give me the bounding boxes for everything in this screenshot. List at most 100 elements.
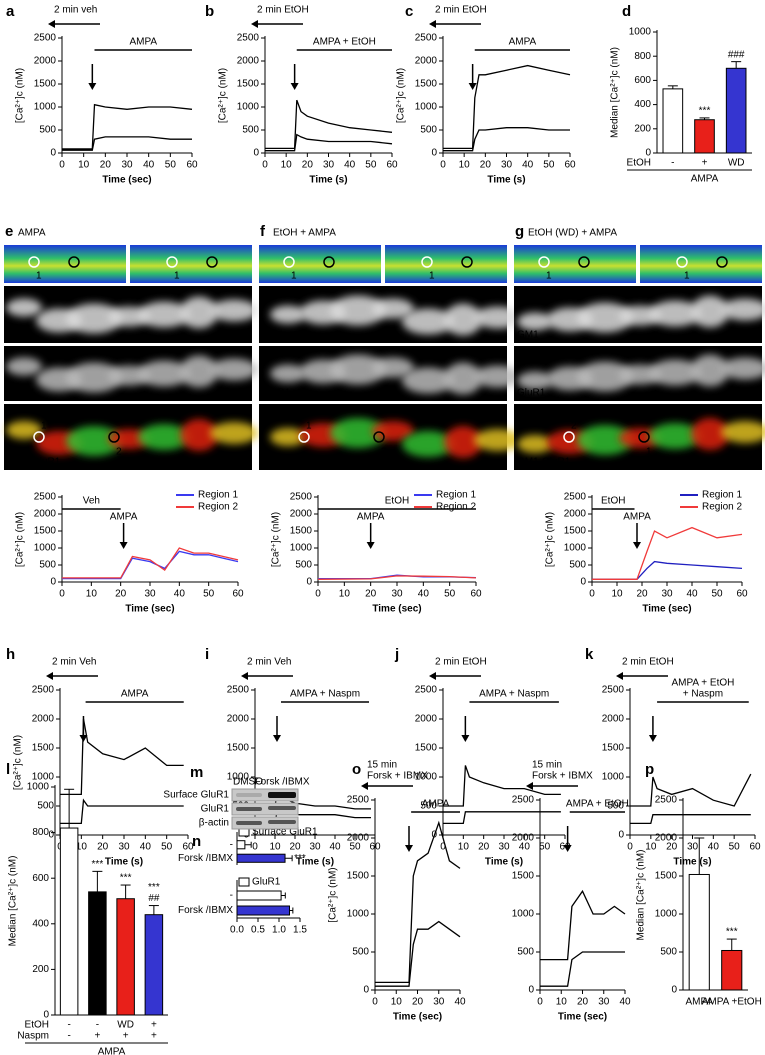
y-tick-label: 500 [660,947,677,958]
y-tick-label: 500 [242,125,259,136]
micrograph-blob [691,354,729,387]
y-tick-label: 2000 [415,56,438,67]
micrograph-blob [210,299,258,322]
pre-label: Forsk + IBMX [367,771,428,782]
micrograph-blob [517,435,553,453]
y-tick-label: 500 [295,560,312,571]
micrograph-blob [66,426,122,456]
x-tick-label: 60 [232,589,244,600]
y-tick-label: 500 [420,125,437,136]
micrograph-blob [444,426,482,458]
y-tick-label: 500 [39,560,56,571]
micrograph-blob [6,421,42,439]
micrograph-blob [6,298,42,317]
stain-label: GM1 [517,457,539,468]
stimulus-arrow-head [648,735,657,742]
significance: *** [294,853,306,864]
pre-label: 2 min EtOH [622,657,674,668]
image-title: EtOH + AMPA [273,228,336,239]
y-tick-label: 2000 [237,56,260,67]
stimulus-label: EtOH [601,496,625,507]
legend-swatch [238,877,250,887]
y-tick-label: 1000 [415,102,438,113]
y-tick-label: 400 [32,918,49,929]
y-tick-label: 2500 [602,685,625,696]
bar [236,905,290,916]
panel-letter: f [260,223,266,240]
x-tick-label: 30 [144,589,156,600]
y-tick-label: 200 [634,123,651,134]
y-tick-label: 1000 [512,909,535,920]
stain-label: GluR1 [287,457,316,468]
stimulus-arrow-head [273,735,281,742]
significance: ## [148,893,160,904]
micrograph-blob [721,298,765,321]
region-circle [298,431,310,443]
micrograph-blob [721,357,765,380]
x-tick-label: 10 [459,160,471,171]
region-circle [283,256,295,268]
region-label: 2 [571,421,577,432]
y-axis-label: [Ca²⁺]c (nM) [13,735,24,790]
trace [443,64,571,150]
panel-letter: o [352,761,361,778]
x-axis-label: Time (sec) [125,604,174,615]
micrograph-blob [138,360,190,387]
x-tick-label: 60 [386,160,398,171]
significance: *** [120,873,132,884]
y-tick-label: 0 [50,148,56,159]
calcium-image [4,245,126,283]
y-tick-label: 0 [431,148,437,159]
region-label: 2 [381,447,387,458]
group-label: AMPA [691,174,719,185]
stimulus-arrow-head [633,542,641,549]
trace [62,547,239,579]
x-tick-label: 30 [121,160,133,171]
trace [62,136,192,151]
legend-label: Region 2 [436,502,476,513]
calcium-image [385,245,507,283]
y-tick-label: 0 [528,985,534,996]
x-tick-label: 0 [627,842,633,853]
row-value: + [151,1020,157,1031]
row-label: EtOH [25,1020,49,1031]
region-circle [563,431,575,443]
micrograph-blob [691,295,729,328]
stimulus-label: AMPA [129,37,157,48]
y-tick-label: 2000 [347,833,370,844]
x-tick-label: 0 [537,997,543,1008]
x-tick-label: 10 [281,160,293,171]
significance: *** [148,882,160,893]
x-tick-label: 20 [100,160,112,171]
pre-arrow-head [429,672,436,680]
image-title: EtOH (WD) + AMPA [528,228,617,239]
stain-label: GM1 [517,330,539,341]
blot-column: DMSO [233,777,263,788]
y-tick-label: 1000 [564,543,587,554]
pre-label: 15 min [367,760,397,771]
row-value: WD [728,158,745,169]
micrograph-blob [372,298,414,319]
significance: *** [92,859,104,870]
region-circle [373,431,385,443]
legend-label: Region 1 [702,490,742,501]
x-tick-label: 10 [76,842,88,853]
significance: *** [726,927,738,938]
y-tick-label: 1000 [237,102,260,113]
category-label: - [230,890,233,901]
micrograph-blob [66,362,122,393]
arrow-label: AMPA [110,512,138,523]
y-tick-label: 0 [48,830,54,841]
bar [688,873,710,991]
bar [144,914,164,1016]
micrograph-blob [577,425,633,455]
y-tick-label: 2500 [347,795,370,806]
panel-letter: b [205,3,214,20]
micrograph-blob [330,354,386,385]
trace [375,920,461,987]
x-tick-label: 50 [203,589,215,600]
x-tick-label: 20 [302,160,314,171]
trace [592,526,743,580]
micrograph-blob [402,367,454,394]
stimulus-arrow-head [119,542,128,549]
